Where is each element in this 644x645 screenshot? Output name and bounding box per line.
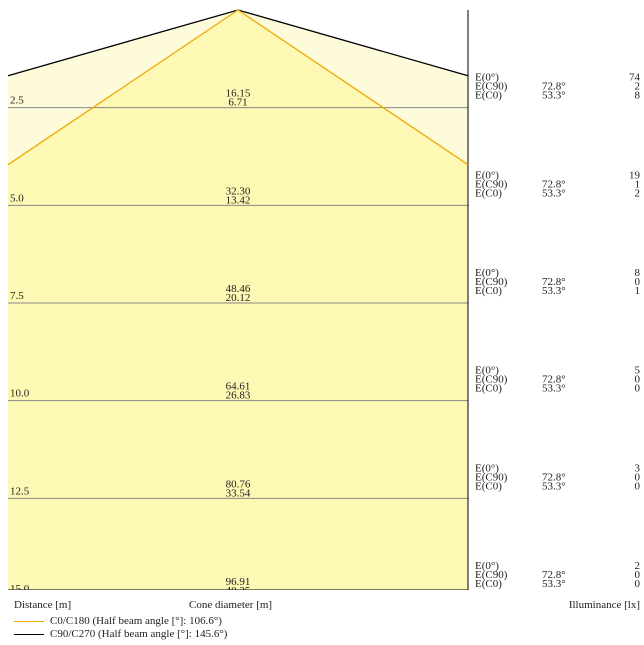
illuminance-value: 1 xyxy=(635,285,641,297)
illuminance-value: 19 xyxy=(629,169,641,181)
illuminance-label: E(0°) xyxy=(475,462,499,474)
illuminance-label: E(C90) xyxy=(475,276,508,288)
distance-label: 12.5 xyxy=(10,485,30,497)
cone-diameter-c0: 32.30 xyxy=(226,185,251,197)
cone-diameter-c0: 80.76 xyxy=(226,478,251,490)
illuminance-angle: 53.3° xyxy=(542,187,566,199)
illuminance-angle: 53.3° xyxy=(542,578,566,590)
illuminance-label: E(C90) xyxy=(475,81,508,93)
c0-cone-edge xyxy=(7,9,469,166)
illuminance-value: 0 xyxy=(635,480,641,492)
illuminance-label: E(0°) xyxy=(475,560,499,572)
illuminance-label: E(C0) xyxy=(475,285,502,297)
cone-diameter-c0: 16.15 xyxy=(226,88,251,100)
cone-diameter-c90: 6.71 xyxy=(228,97,247,109)
distance-label: 15.0 xyxy=(10,583,30,590)
illuminance-value: 5 xyxy=(635,365,641,377)
illuminance-label: E(C90) xyxy=(475,178,508,190)
illuminance-label: E(C0) xyxy=(475,90,502,102)
illuminance-label: E(0°) xyxy=(475,72,499,84)
illuminance-label: E(C0) xyxy=(475,383,502,395)
illuminance-value: 8 xyxy=(635,90,641,102)
illuminance-label: E(C0) xyxy=(475,480,502,492)
cone-diameter-c0: 64.61 xyxy=(226,381,251,393)
cone-diameter-c90: 33.54 xyxy=(226,487,251,499)
cone-diameter-axis-label: Cone diameter [m] xyxy=(189,599,273,611)
illuminance-label: E(C90) xyxy=(475,374,508,386)
illuminance-value: 8 xyxy=(635,267,641,279)
illuminance-label: E(0°) xyxy=(475,169,499,181)
illuminance-label: E(0°) xyxy=(475,365,499,377)
legend-swatch-c90 xyxy=(14,633,44,635)
legend-item-c0: C0/C180 (Half beam angle [°]: 106.6°) xyxy=(14,615,222,627)
cone-diameter-c90: 20.12 xyxy=(226,292,251,304)
illuminance-angle: 72.8° xyxy=(542,178,566,190)
cone-diameter-c0: 96.91 xyxy=(226,576,251,588)
distance-axis-label: Distance [m] xyxy=(14,599,72,611)
cone-diameter-c90: 26.83 xyxy=(226,390,251,402)
legend-label-c0: C0/C180 (Half beam angle [°]: 106.6°) xyxy=(50,615,222,627)
illuminance-value: 0 xyxy=(635,383,641,395)
cone-diagram: 2.5 16.156.71 E(0°) 74 E(C90) 72.8° 2 E(C0) 53.3… xyxy=(7,9,641,590)
illuminance-label: E(C0) xyxy=(475,187,502,199)
illuminance-value: 3 xyxy=(635,462,641,474)
legend-item-c90: C90/C270 (Half beam angle [°]: 145.6°) xyxy=(14,628,227,640)
distance-label: 5.0 xyxy=(10,192,24,204)
distance-label: 7.5 xyxy=(10,290,24,302)
illuminance-angle: 72.8° xyxy=(542,569,566,581)
legend-label-c90: C90/C270 (Half beam angle [°]: 145.6°) xyxy=(50,628,228,640)
distance-label: 10.0 xyxy=(10,388,30,400)
illuminance-value: 0 xyxy=(635,569,641,581)
illuminance-axis-label: Illuminance [lx] xyxy=(568,599,640,611)
illuminance-angle: 72.8° xyxy=(542,81,566,93)
illuminance-label: E(C0) xyxy=(475,578,502,590)
illuminance-angle: 53.3° xyxy=(542,90,566,102)
cone-diameter-c90: 13.42 xyxy=(226,194,251,206)
c0-cone-area xyxy=(8,10,468,590)
illuminance-label: E(0°) xyxy=(475,267,499,279)
illuminance-value: 74 xyxy=(629,72,641,84)
illuminance-value: 0 xyxy=(635,471,641,483)
illuminance-angle: 72.8° xyxy=(542,276,566,288)
illuminance-value: 2 xyxy=(635,187,641,199)
legend-swatch-c0 xyxy=(14,620,44,622)
illuminance-angle: 53.3° xyxy=(542,383,566,395)
illuminance-angle: 72.8° xyxy=(542,374,566,386)
illuminance-value: 0 xyxy=(635,374,641,386)
cone-diameter-c0: 48.46 xyxy=(226,283,251,295)
illuminance-angle: 72.8° xyxy=(542,471,566,483)
illuminance-value: 0 xyxy=(635,276,641,288)
illuminance-label: E(C90) xyxy=(475,569,508,581)
illuminance-value: 0 xyxy=(635,578,641,590)
cone-diameter-c90: 40.25 xyxy=(226,585,251,590)
illuminance-angle: 53.3° xyxy=(542,285,566,297)
distance-label: 2.5 xyxy=(10,95,24,107)
illuminance-label: E(C90) xyxy=(475,471,508,483)
illuminance-value: 1 xyxy=(635,178,641,190)
illuminance-angle: 53.3° xyxy=(542,480,566,492)
illuminance-value: 2 xyxy=(635,560,641,572)
illuminance-value: 2 xyxy=(635,81,641,93)
